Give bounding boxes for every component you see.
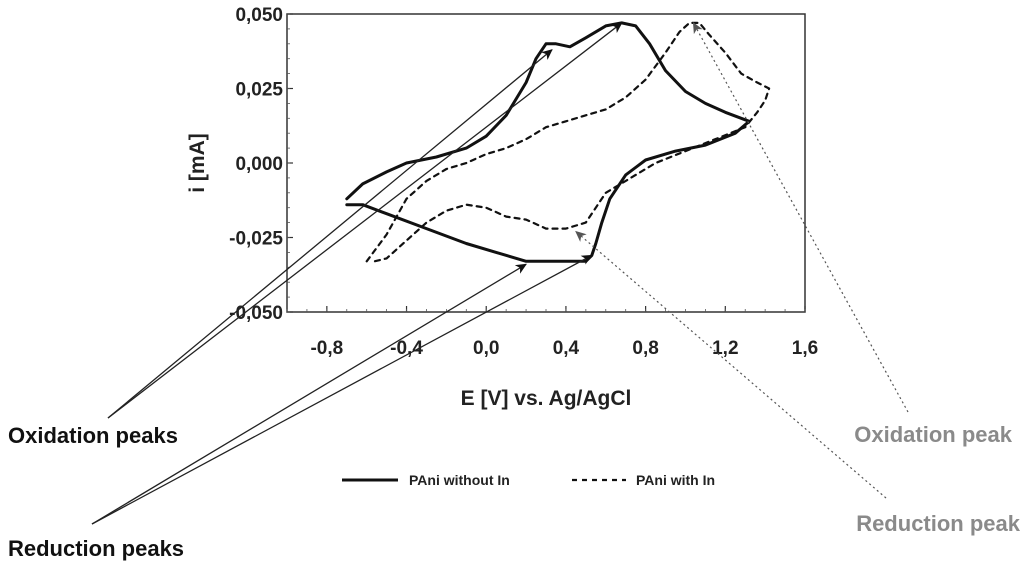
series-layer	[345, 21, 771, 263]
annotation-arrow	[692, 22, 909, 413]
series-line-1	[345, 21, 751, 263]
legend-label-series-2: PAni with In	[636, 472, 715, 488]
x-tick-label: -0,8	[310, 338, 343, 359]
annotation-arrow	[91, 254, 593, 525]
annotation-arrow	[91, 263, 527, 525]
legend-label-series-1: PAni without In	[409, 472, 510, 488]
y-tick-label: -0,025	[229, 229, 283, 250]
x-tick-label: 0,4	[553, 338, 580, 359]
y-axis-title: i [mA]	[186, 133, 209, 193]
annotation-reduction-peaks-label: Reduction peaks	[8, 536, 184, 561]
y-tick-label: 0,000	[235, 154, 283, 175]
annotation-arrow	[575, 230, 887, 499]
x-tick-label: 0,0	[473, 338, 499, 359]
annotation-layer	[91, 22, 909, 525]
plot-frame	[286, 13, 806, 313]
x-tick-label: 0,8	[632, 338, 658, 359]
annotation-arrow	[107, 22, 623, 419]
y-tick-label: 0,050	[235, 5, 283, 26]
x-tick-label: -0,4	[390, 338, 423, 359]
annotation-oxidation-peak-label: Oxidation peak	[854, 422, 1012, 447]
annotation-oxidation-peaks-label: Oxidation peaks	[8, 423, 178, 448]
x-tick-label: 1,2	[712, 338, 738, 359]
x-axis-title: E [V] vs. Ag/AgCl	[461, 387, 632, 410]
y-tick-label: 0,025	[235, 80, 283, 101]
x-tick-label: 1,6	[792, 338, 818, 359]
annotation-arrow	[107, 49, 553, 419]
series-line-2	[365, 21, 771, 263]
y-tick-label: -0,050	[229, 303, 283, 324]
axis-ticks: -0,8 -0,4 0,0 0,4 0,8 1,2 1,6 0,050 0,025 0,000 -0…	[229, 5, 818, 359]
annotation-reduction-peak-label: Reduction peak	[856, 511, 1021, 536]
legend: PAni without In PAni with In	[342, 472, 715, 488]
